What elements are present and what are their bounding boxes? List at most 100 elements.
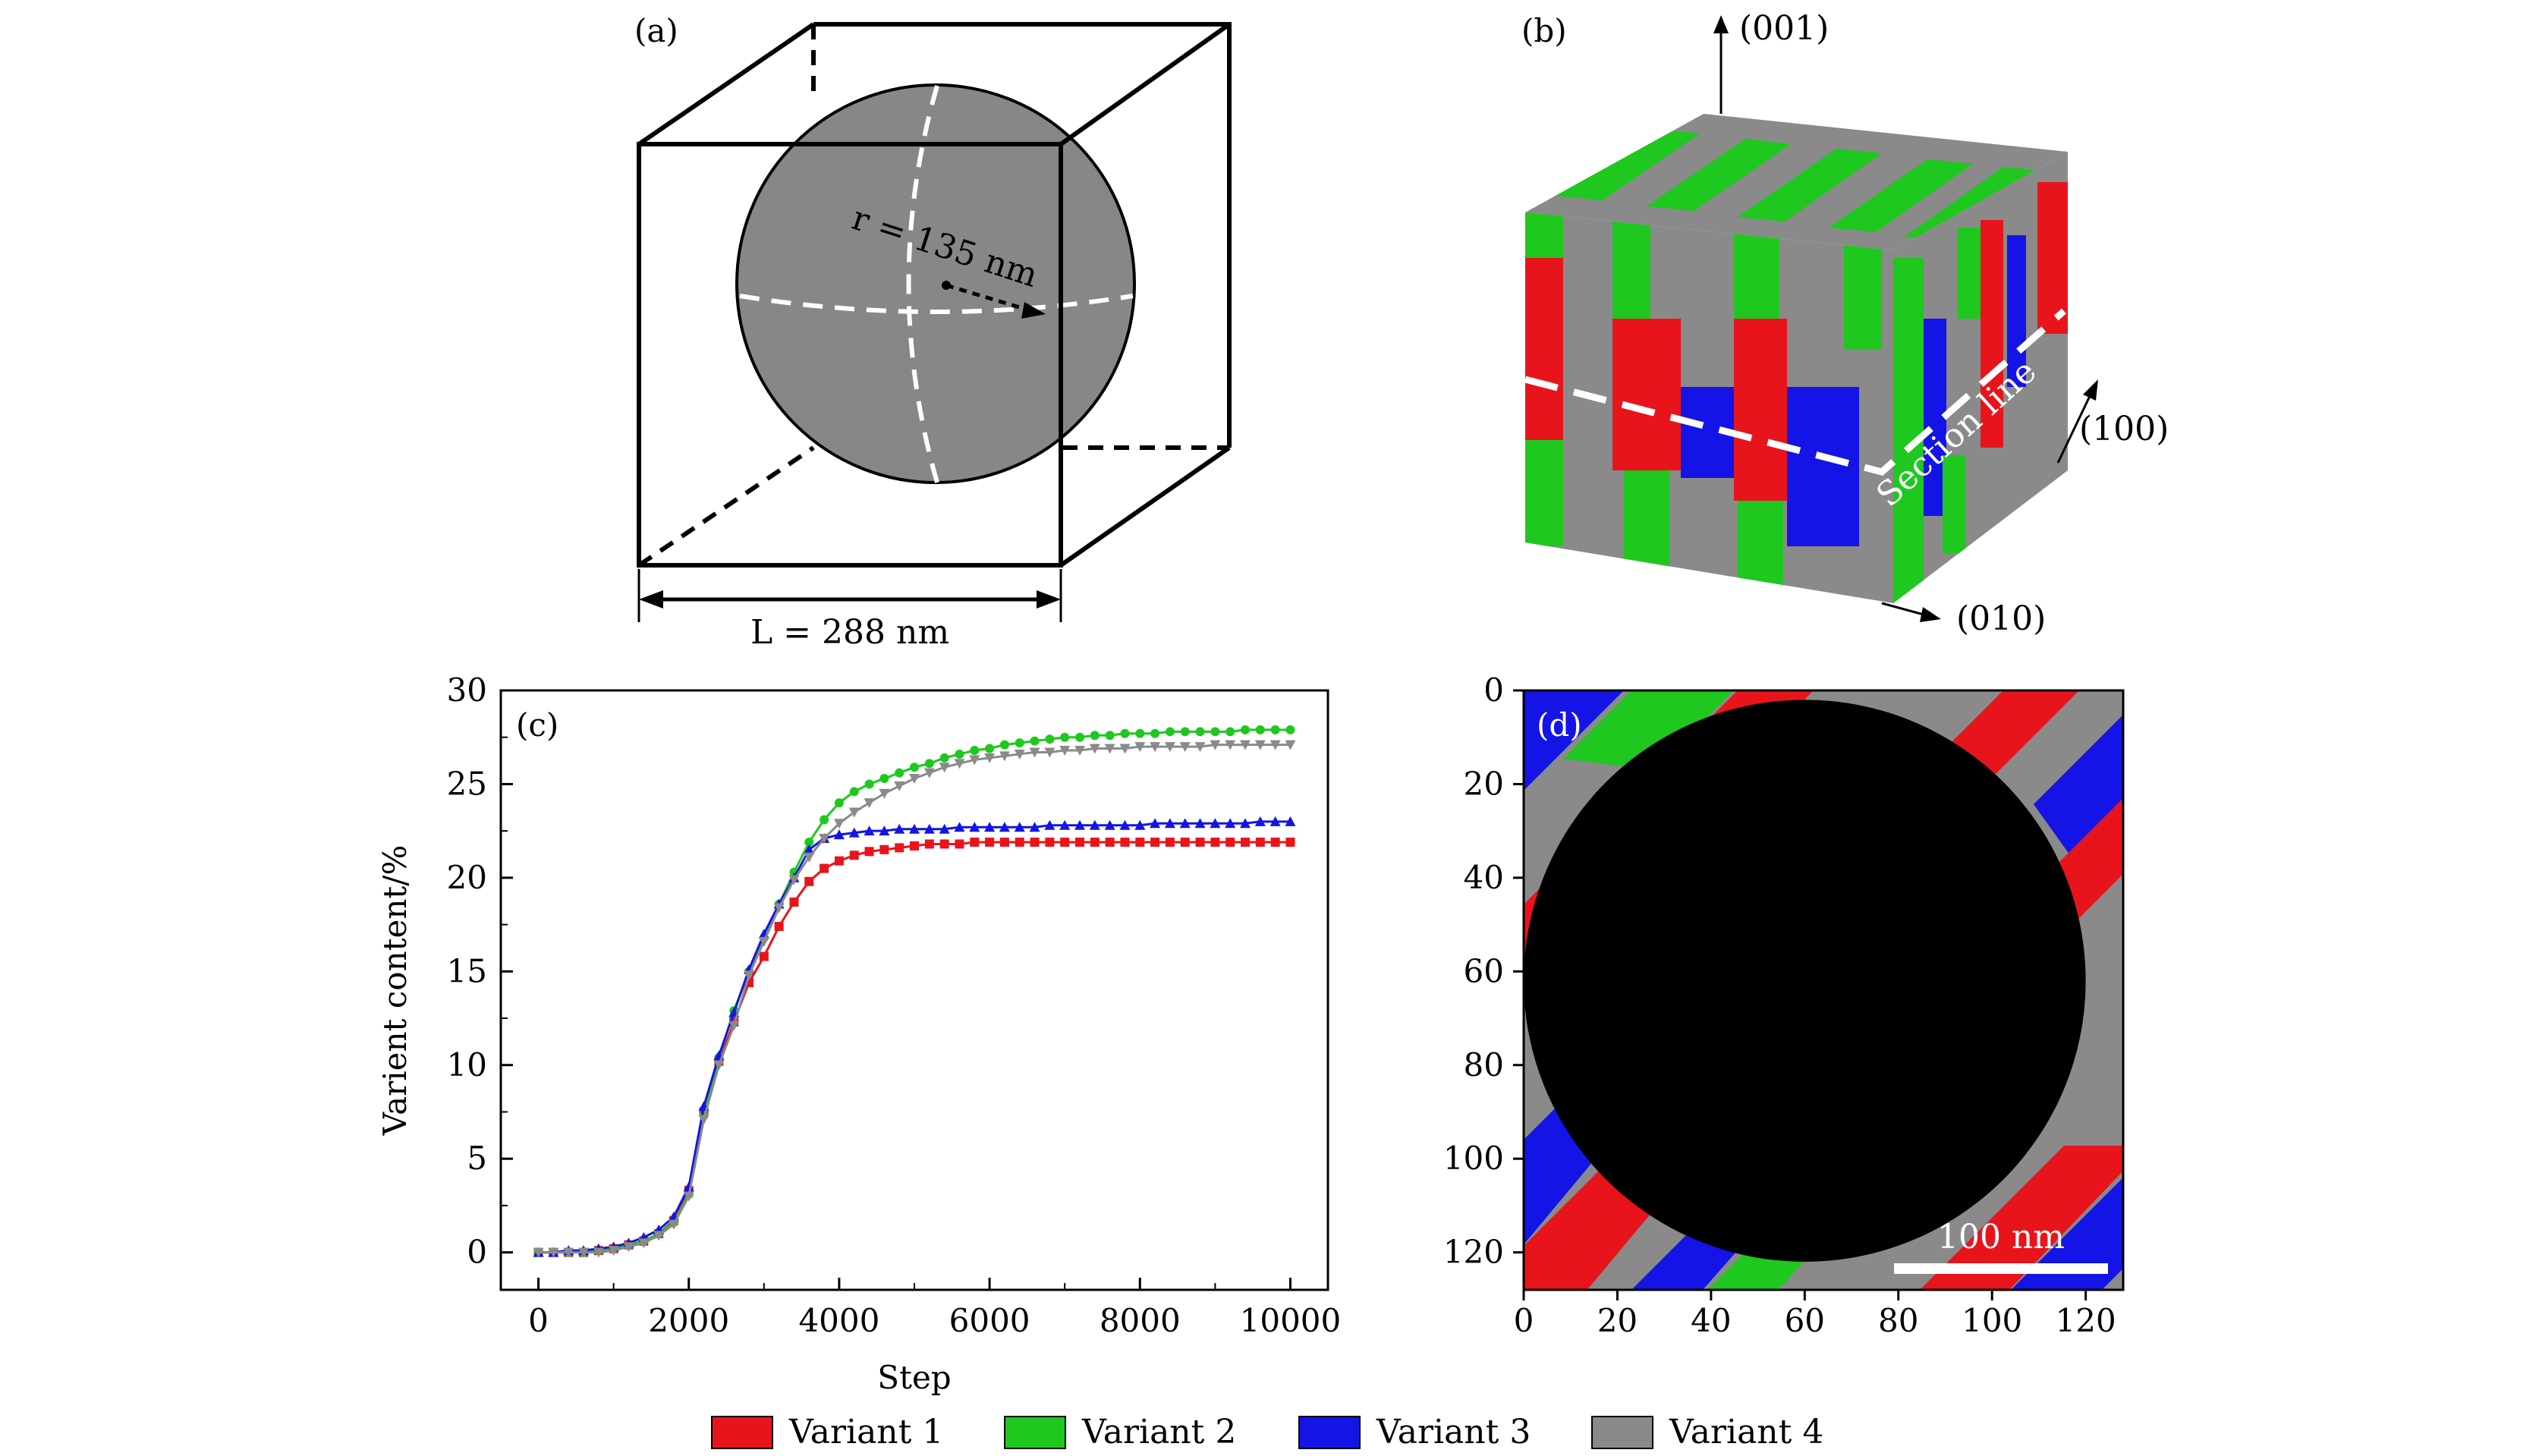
legend-label-variant-2: Variant 2 [1081,1413,1236,1451]
data-point-variant-2 [985,744,995,753]
y-axis-title: Varient content/% [376,845,414,1137]
data-point-variant-3 [1179,818,1191,829]
data-point-variant-1 [895,843,905,853]
data-point-variant-2 [895,768,905,778]
axis-010-arrow [1920,607,1941,622]
panel-d: (d) 100 nm 0 20 40 60 80 100 120 0 20 40 60 80 100 1… [1443,671,2125,1339]
data-point-variant-1 [1165,837,1175,847]
data-point-variant-2 [999,740,1009,750]
data-point-variant-2 [1255,725,1265,734]
cube-top-right-edge [1059,22,1231,146]
data-point-variant-4 [1074,746,1085,756]
data-point-variant-1 [1180,837,1190,847]
panel-a: (a) r = 135 nm L = 288 nm [634,12,1232,652]
series-line-variant-1 [538,841,1291,1254]
data-point-variant-2 [1150,728,1160,738]
data-point-variant-2 [1195,727,1205,737]
data-point-variant-3 [1059,819,1071,830]
x-tick-label-c: 2000 [648,1302,729,1339]
data-point-variant-3 [1285,816,1296,826]
y-tick-label-d: 100 [1443,1140,1504,1177]
data-point-variant-2 [1045,734,1055,744]
data-point-variant-3 [1210,818,1221,829]
data-point-variant-4 [954,759,965,769]
data-point-variant-4 [1240,740,1251,750]
data-point-variant-4 [1104,744,1115,754]
data-point-variant-4 [969,755,980,766]
data-point-variant-1 [999,837,1009,847]
data-point-variant-4 [999,751,1010,762]
data-point-variant-1 [1015,837,1024,847]
heatmap-d [1524,690,2123,1290]
x-tick-label-d: 120 [2056,1302,2116,1339]
data-point-variant-2 [924,759,934,769]
data-point-variant-3 [939,823,950,834]
legend-swatch-variant-3 [1298,1416,1361,1449]
particle-disk [1524,700,2086,1262]
y-axis-d: 0 20 40 60 80 100 120 [1443,671,1524,1271]
panel-d-label: (d) [1537,706,1582,744]
data-point-variant-4 [984,753,996,763]
data-point-variant-3 [1104,819,1115,830]
data-point-variant-4 [578,1247,589,1258]
data-point-variant-1 [820,863,829,873]
x-tick-label-c: 10000 [1240,1302,1342,1339]
data-point-variant-2 [1270,725,1280,734]
data-point-variant-2 [849,787,859,797]
data-point-variant-2 [939,753,949,763]
data-point-variant-1 [1255,837,1265,847]
data-point-variant-3 [1270,816,1281,826]
data-point-variant-4 [788,875,800,885]
data-point-variant-3 [1119,819,1131,830]
data-point-variant-3 [864,825,875,836]
data-point-variant-2 [1060,732,1070,742]
data-point-variant-1 [924,839,934,849]
data-point-variant-4 [593,1247,604,1258]
data-point-variant-3 [1089,819,1100,830]
data-point-variant-2 [970,746,980,755]
x-tick-label-c: 4000 [798,1302,879,1339]
data-point-variant-2 [1165,727,1175,737]
x-tick-label-d: 80 [1878,1302,1918,1339]
data-point-variant-2 [1241,725,1250,734]
dimension-arrow-right [1037,590,1061,609]
data-point-variant-2 [1090,731,1100,741]
panel-b-label: (b) [1521,12,1567,49]
series-line-variant-3 [538,820,1291,1254]
data-point-variant-4 [773,903,785,914]
x-tick-label-d: 100 [1962,1302,2022,1339]
series-line-variant-2 [538,728,1291,1254]
data-point-variant-3 [894,823,905,834]
data-point-variant-3 [923,823,935,834]
data-point-variant-1 [1225,837,1235,847]
data-point-variant-3 [999,822,1010,832]
data-point-variant-2 [1135,728,1145,738]
data-point-variant-3 [683,1181,694,1192]
data-point-variant-4 [1179,742,1191,753]
data-point-variant-2 [820,815,829,825]
data-point-variant-3 [833,829,845,840]
cube-top-left-edge [637,22,815,146]
data-point-variant-4 [638,1238,650,1249]
axis-001-arrow [1713,15,1729,33]
data-point-variant-1 [849,851,859,860]
cube-back-diagonal-edge [637,445,815,568]
data-point-variant-2 [1120,728,1130,738]
panel-a-label: (a) [634,12,678,49]
data-point-variant-4 [1119,744,1131,754]
axis-010-label: (010) [1956,599,2046,638]
data-point-variant-1 [1270,837,1280,847]
data-point-variant-1 [789,897,799,907]
axis-001-label: (001) [1739,9,1829,48]
data-point-variant-4 [804,852,815,863]
radius-arrowhead [1021,302,1046,319]
data-point-variant-4 [1044,747,1056,758]
axis-100-line [2056,394,2092,464]
section-line [1524,308,2066,476]
data-point-variant-3 [1134,819,1146,830]
data-point-variant-4 [1014,749,1025,759]
data-point-variant-1 [1030,837,1040,847]
x-axis-c: 0 2000 4000 6000 8000 10000 [528,1278,1341,1339]
data-point-variant-1 [804,876,814,886]
